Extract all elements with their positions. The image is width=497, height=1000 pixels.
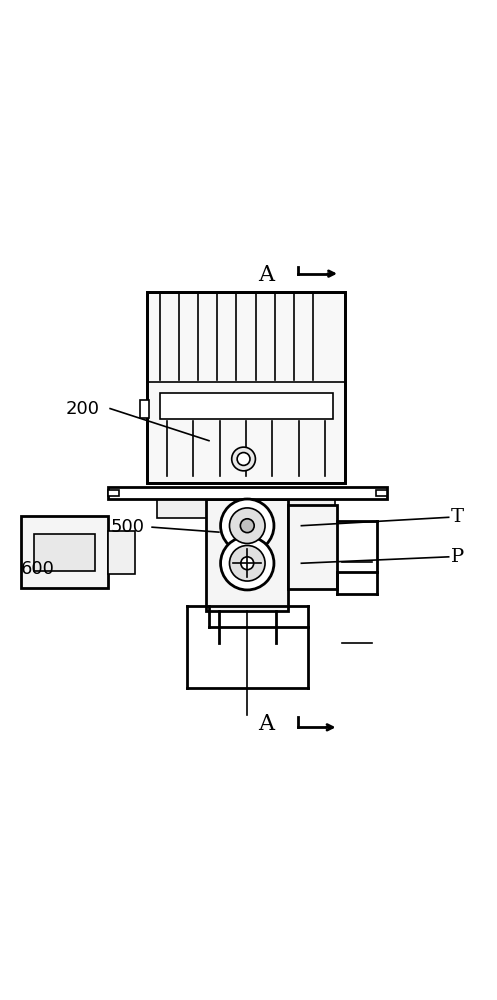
Text: 200: 200 xyxy=(66,400,99,418)
FancyBboxPatch shape xyxy=(206,499,288,611)
Circle shape xyxy=(237,453,250,465)
FancyBboxPatch shape xyxy=(108,487,387,499)
FancyBboxPatch shape xyxy=(108,490,118,496)
Text: 600: 600 xyxy=(21,560,55,578)
Circle shape xyxy=(241,519,254,533)
Text: 500: 500 xyxy=(110,518,144,536)
FancyBboxPatch shape xyxy=(21,516,108,588)
Circle shape xyxy=(221,537,274,590)
FancyBboxPatch shape xyxy=(33,534,95,571)
Circle shape xyxy=(232,447,255,471)
Circle shape xyxy=(230,508,265,543)
FancyBboxPatch shape xyxy=(376,490,387,496)
FancyBboxPatch shape xyxy=(160,393,332,419)
Circle shape xyxy=(221,499,274,552)
Text: P: P xyxy=(451,548,464,566)
FancyBboxPatch shape xyxy=(147,292,345,483)
Circle shape xyxy=(230,545,265,581)
Circle shape xyxy=(241,557,253,570)
Text: A: A xyxy=(258,264,274,286)
FancyBboxPatch shape xyxy=(140,400,149,418)
Text: T: T xyxy=(451,508,464,526)
Text: A: A xyxy=(258,713,274,735)
FancyBboxPatch shape xyxy=(157,499,335,518)
FancyBboxPatch shape xyxy=(288,505,337,589)
FancyBboxPatch shape xyxy=(108,531,135,574)
